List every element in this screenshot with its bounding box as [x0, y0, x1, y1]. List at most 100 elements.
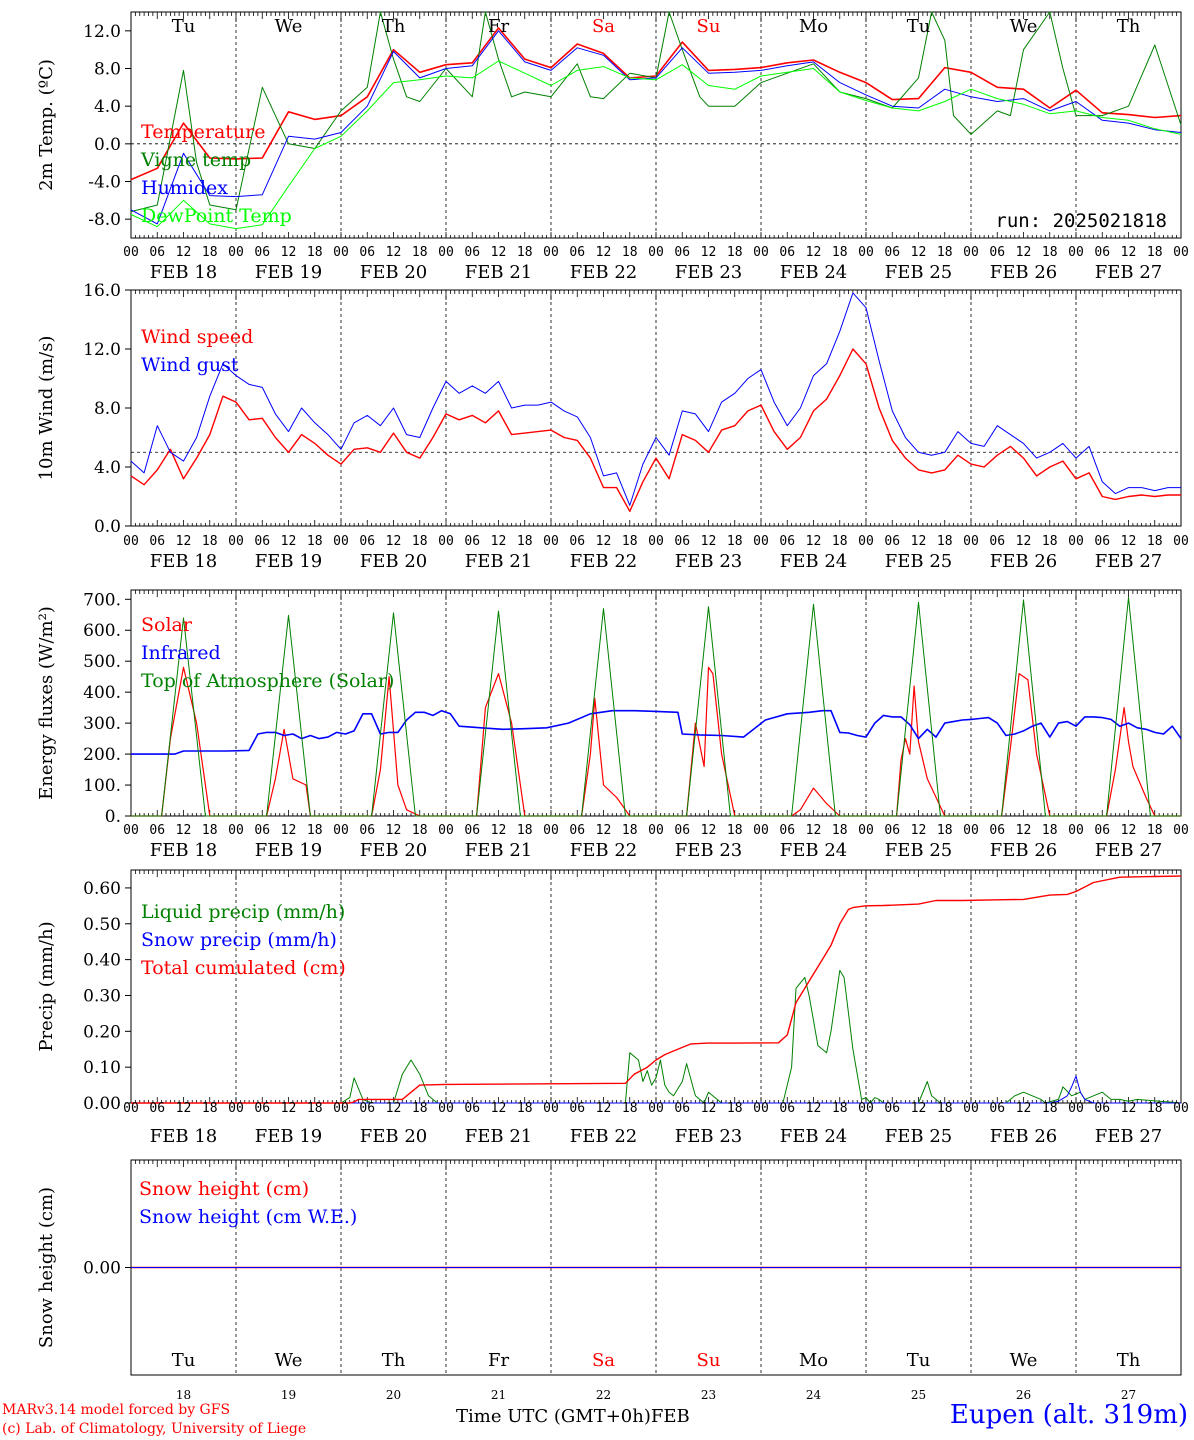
date-label: FEB 27: [1095, 840, 1162, 861]
hour-tick-label: 06: [569, 1101, 585, 1116]
y-tick-label: 0.20: [83, 1022, 121, 1042]
hour-tick-label: 12: [1016, 245, 1032, 260]
hour-tick-label: 12: [281, 534, 297, 549]
date-label: FEB 23: [675, 551, 742, 572]
weekday-label: Sa: [592, 16, 615, 37]
date-label: FEB 25: [885, 262, 952, 283]
hour-tick-label: 06: [254, 245, 270, 260]
hour-tick-label: 06: [359, 534, 375, 549]
date-label: FEB 19: [255, 840, 322, 861]
hour-tick-label: 06: [989, 823, 1005, 838]
y-axis-title: Precip (mm/h): [36, 921, 57, 1051]
hour-tick-label: 06: [989, 1101, 1005, 1116]
hour-tick-label: 06: [674, 245, 690, 260]
hour-tick-label: 18: [727, 823, 743, 838]
hour-tick-label: 00: [648, 534, 664, 549]
hour-tick-label: 18: [1147, 823, 1163, 838]
hour-tick-label: 06: [359, 823, 375, 838]
date-label: FEB 23: [675, 262, 742, 283]
date-label: FEB 26: [990, 262, 1057, 283]
day-number: 26: [1016, 1388, 1031, 1402]
date-label: FEB 25: [885, 551, 952, 572]
weekday-label-bottom: Sa: [592, 1350, 615, 1371]
y-tick-label: 100.: [83, 776, 121, 796]
hour-tick-label: 06: [149, 823, 165, 838]
series-line: [130, 348, 1181, 512]
weekday-label: Th: [382, 16, 406, 37]
date-label: FEB 21: [465, 262, 532, 283]
day-number: 20: [386, 1388, 401, 1402]
date-label: FEB 26: [990, 840, 1057, 861]
y-tick-label: 200.: [83, 745, 121, 765]
date-label: FEB 22: [570, 262, 637, 283]
hour-tick-label: 06: [779, 534, 795, 549]
date-label: FEB 18: [150, 1126, 217, 1147]
y-tick-label: 400.: [83, 683, 121, 703]
hour-tick-label: 18: [937, 1101, 953, 1116]
day-number: 23: [701, 1388, 716, 1402]
hour-tick-label: 12: [1121, 1101, 1137, 1116]
y-tick-label: 0.00: [83, 1094, 121, 1114]
hour-tick-label: 06: [779, 245, 795, 260]
date-label: FEB 24: [780, 840, 847, 861]
hour-tick-label: 00: [858, 245, 874, 260]
hour-tick-label: 12: [596, 823, 612, 838]
hour-tick-label: 06: [989, 245, 1005, 260]
hour-tick-label: 00: [963, 534, 979, 549]
hour-tick-label: 00: [1068, 823, 1084, 838]
y-tick-label: 16.0: [83, 281, 121, 301]
hour-tick-label: 12: [491, 534, 507, 549]
weekday-label: We: [1010, 16, 1038, 37]
y-tick-label: 600.: [83, 621, 121, 641]
day-number: 21: [491, 1388, 506, 1402]
hour-tick-label: 18: [1147, 534, 1163, 549]
date-label: FEB 22: [570, 840, 637, 861]
hour-tick-label: 12: [806, 1101, 822, 1116]
hour-tick-label: 00: [123, 245, 139, 260]
weekday-label-bottom: Th: [1117, 1350, 1141, 1371]
hour-tick-label: 18: [202, 245, 218, 260]
y-tick-label: 0.60: [83, 879, 121, 899]
day-number: 18: [176, 1388, 191, 1402]
hour-tick-label: 12: [701, 823, 717, 838]
series-line: [131, 709, 1182, 755]
y-tick-label: 8.0: [94, 60, 121, 80]
hour-tick-label: 18: [307, 245, 323, 260]
hour-tick-label: 12: [281, 1101, 297, 1116]
weekday-label: Fr: [488, 16, 509, 37]
hour-tick-label: 06: [359, 1101, 375, 1116]
hour-tick-label: 18: [832, 534, 848, 549]
series-line: [131, 875, 1182, 1104]
credit-line-1: MARv3.14 model forced by GFS: [2, 1402, 231, 1418]
date-label: FEB 19: [255, 551, 322, 572]
hour-tick-label: 12: [806, 245, 822, 260]
hour-tick-label: 06: [254, 1101, 270, 1116]
hour-tick-label: 06: [254, 823, 270, 838]
date-label: FEB 27: [1095, 551, 1162, 572]
hour-tick-label: 00: [1068, 1101, 1084, 1116]
hour-tick-label: 00: [963, 245, 979, 260]
hour-tick-label: 06: [464, 534, 480, 549]
hour-tick-label: 12: [176, 534, 192, 549]
y-tick-label: -4.0: [88, 173, 121, 193]
date-label: FEB 27: [1095, 262, 1162, 283]
hour-tick-label: 18: [1042, 1101, 1058, 1116]
weekday-label: Tu: [907, 16, 931, 37]
hour-tick-label: 12: [701, 1101, 717, 1116]
hour-tick-label: 00: [123, 534, 139, 549]
legend-entry: Temperature: [141, 121, 265, 143]
hour-tick-label: 00: [858, 1101, 874, 1116]
y-tick-label: -8.0: [88, 210, 121, 230]
hour-tick-label: 12: [386, 1101, 402, 1116]
date-label: FEB 26: [990, 551, 1057, 572]
hour-tick-label: 00: [1173, 823, 1189, 838]
hour-tick-label: 18: [1147, 245, 1163, 260]
weekday-label-bottom: Su: [697, 1350, 721, 1371]
hour-tick-label: 18: [202, 534, 218, 549]
hour-tick-label: 18: [937, 534, 953, 549]
hour-tick-label: 18: [517, 245, 533, 260]
hour-tick-label: 00: [753, 534, 769, 549]
hour-tick-label: 18: [412, 534, 428, 549]
hour-tick-label: 18: [1147, 1101, 1163, 1116]
